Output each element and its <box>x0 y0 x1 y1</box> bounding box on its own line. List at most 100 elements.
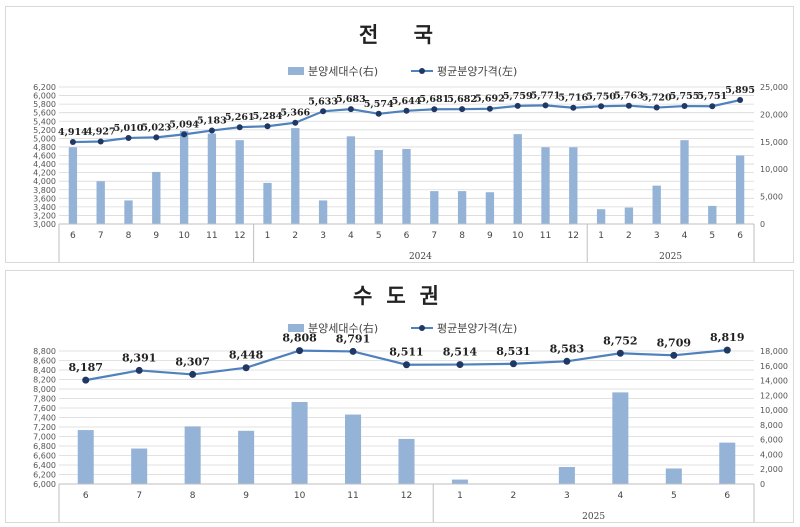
price-data-label: 5,681 <box>419 94 449 105</box>
price-marker <box>403 361 410 369</box>
price-data-label: 5,683 <box>336 94 366 105</box>
bar <box>207 133 217 224</box>
right-axis-tick-label: 6,000 <box>760 436 783 445</box>
left-axis-tick-label: 3,800 <box>33 186 56 195</box>
price-marker <box>242 364 250 372</box>
x-tick-label: 6 <box>83 491 89 501</box>
right-axis-tick-label: 14,000 <box>760 377 788 386</box>
bar <box>719 442 736 484</box>
right-axis-tick-label: 8,000 <box>760 421 783 430</box>
left-axis-tick-label: 3,400 <box>33 203 56 212</box>
bar <box>665 468 682 484</box>
price-data-label: 5,183 <box>197 116 227 127</box>
right-axis-tick-label: 0 <box>760 220 765 229</box>
x-tick-label: 7 <box>431 231 437 241</box>
price-marker <box>653 104 660 111</box>
x-tick-label: 12 <box>568 231 579 241</box>
x-tick-label: 6 <box>404 231 410 241</box>
chart-title: 전 국 <box>359 23 447 47</box>
price-data-label: 5,682 <box>447 94 477 105</box>
price-data-label: 8,531 <box>496 345 530 358</box>
price-marker <box>709 103 716 110</box>
bar <box>318 200 328 224</box>
right-axis-tick-label: 10,000 <box>760 406 788 415</box>
price-marker <box>681 103 688 110</box>
x-tick-label: 6 <box>724 491 730 501</box>
chart-panel-capital-region: 수도권 분양세대수(右) 평균분양가격(左) 6,000 6,200 6,400 6,600… <box>5 270 794 523</box>
bar <box>558 467 575 484</box>
left-axis-tick-label: 4,600 <box>33 152 56 161</box>
price-marker <box>125 134 132 141</box>
legend-bar-swatch <box>288 324 304 332</box>
x-tick-label: 3 <box>320 231 326 241</box>
price-marker <box>459 106 466 113</box>
x-tick-label: 10 <box>294 491 306 501</box>
bar <box>374 150 383 224</box>
price-data-label: 4,927 <box>86 127 116 138</box>
x-tick-label: 2 <box>626 231 632 241</box>
x-tick-label: 3 <box>564 491 570 501</box>
price-marker <box>292 119 299 126</box>
bar <box>596 209 606 224</box>
right-axis-tick-label: 25,000 <box>760 83 788 92</box>
price-marker <box>189 370 197 378</box>
legend-line-label: 평균분양가격(左) <box>437 65 517 78</box>
price-marker <box>296 347 304 355</box>
price-marker <box>320 108 327 115</box>
left-axis-tick-label: 7,600 <box>33 404 56 413</box>
bar <box>345 414 362 484</box>
bar <box>485 192 495 224</box>
bar <box>238 430 255 484</box>
left-axis-tick-label: 6,200 <box>33 83 56 92</box>
left-axis-tick-label: 5,800 <box>33 100 56 109</box>
price-data-label: 5,366 <box>280 108 310 119</box>
price-marker <box>563 357 571 365</box>
price-data-label: 5,574 <box>364 99 394 110</box>
x-tick-label: 2 <box>292 231 298 241</box>
bar <box>263 182 272 224</box>
x-tick-label: 2 <box>511 491 517 501</box>
right-axis-tick-label: 15,000 <box>760 138 788 147</box>
bar <box>451 479 468 484</box>
bar <box>402 148 411 224</box>
left-axis-tick-label: 4,800 <box>33 143 56 152</box>
left-axis-tick-label: 5,600 <box>33 109 56 118</box>
price-marker <box>181 131 188 138</box>
price-marker <box>514 102 521 109</box>
bar <box>346 136 356 224</box>
x-tick-label: 11 <box>347 491 358 501</box>
price-data-label: 8,709 <box>657 336 691 349</box>
price-data-label: 5,720 <box>642 93 672 104</box>
price-marker <box>82 376 90 384</box>
x-tick-label: 11 <box>540 231 551 241</box>
price-marker <box>135 366 143 374</box>
price-data-label: 5,644 <box>392 96 422 107</box>
price-data-label: 8,752 <box>603 334 637 347</box>
bar <box>513 134 522 224</box>
left-axis-tick-label: 6,600 <box>33 452 56 461</box>
left-axis-tick-label: 3,200 <box>33 211 56 220</box>
bar <box>152 171 161 224</box>
price-data-label: 5,284 <box>253 111 283 122</box>
price-data-label: 8,791 <box>336 332 370 345</box>
price-data-label: 5,771 <box>531 90 561 101</box>
x-tick-label: 4 <box>617 491 623 501</box>
x-tick-label: 7 <box>136 491 142 501</box>
right-axis-tick-label: 16,000 <box>760 362 788 371</box>
bar <box>541 147 550 224</box>
x-tick-label: 3 <box>654 231 660 241</box>
price-marker <box>737 97 744 104</box>
x-tick-label: 1 <box>457 491 463 501</box>
price-marker <box>97 138 104 145</box>
right-axis-tick-label: 10,000 <box>760 165 788 174</box>
x-tick-label: 8 <box>190 491 196 501</box>
price-data-label: 5,716 <box>558 93 588 104</box>
x-tick-label: 4 <box>682 231 688 241</box>
bar <box>235 140 244 224</box>
x-tick-label: 5 <box>709 231 715 241</box>
price-marker <box>625 102 632 109</box>
bar <box>96 181 105 224</box>
legend-bar-label: 분양세대수(右) <box>308 321 378 335</box>
price-marker <box>570 104 577 111</box>
price-data-label: 8,808 <box>282 332 317 345</box>
